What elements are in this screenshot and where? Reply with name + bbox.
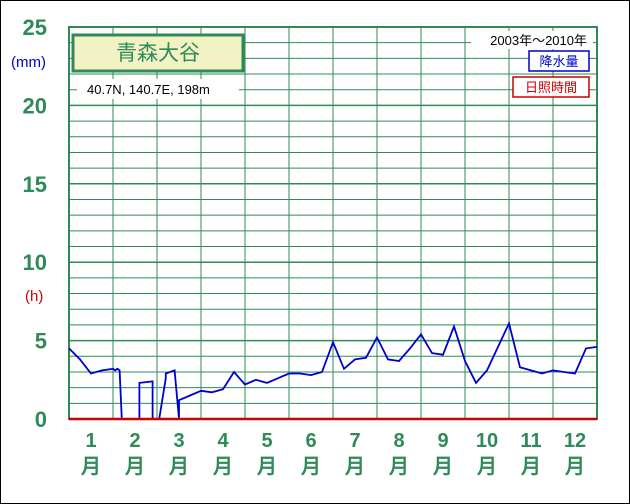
legend-precip-box xyxy=(528,50,590,72)
legend-sun-box xyxy=(512,76,590,98)
x-tick-suffix: 月 xyxy=(388,456,409,478)
title-box xyxy=(71,33,245,73)
x-tick-label: 9 xyxy=(437,430,448,452)
y-tick-labels: 0 5 10 15 20 25 xyxy=(23,15,47,432)
x-tick-suffix: 月 xyxy=(212,456,233,478)
y-tick-label: 10 xyxy=(23,250,47,275)
x-tick-label: 1 xyxy=(85,430,96,452)
series-line-precipitation xyxy=(68,320,598,420)
x-tick-label: 7 xyxy=(349,430,360,452)
x-tick-suffix: 月 xyxy=(432,456,453,478)
x-tick-label: 8 xyxy=(393,430,404,452)
legend-precip-label: 降水量 xyxy=(539,55,578,70)
x-tick-suffix: 月 xyxy=(80,456,101,478)
x-tick-suffix: 月 xyxy=(256,456,277,478)
grid-layer xyxy=(68,26,598,420)
period-text: 2003年〜2010年 xyxy=(490,33,587,48)
x-tick-suffix: 月 xyxy=(476,456,497,478)
x-tick-label: 11 xyxy=(520,430,541,452)
x-tick-suffix: 月 xyxy=(564,456,585,478)
x-tick-suffix: 月 xyxy=(344,456,365,478)
x-tick-label: 6 xyxy=(305,430,316,452)
x-tick-label: 12 xyxy=(564,430,586,452)
y-tick-label: 0 xyxy=(35,407,47,432)
x-tick-suffix: 月 xyxy=(124,456,145,478)
location-text: 40.7N, 140.7E, 198m xyxy=(87,82,210,97)
x-tick-label: 10 xyxy=(476,430,498,452)
legend-sun-label: 日照時間 xyxy=(525,81,577,96)
x-tick-label: 2 xyxy=(129,430,140,452)
series-layer xyxy=(68,320,598,421)
x-tick-label: 3 xyxy=(173,430,184,452)
x-tick-suffix: 月 xyxy=(300,456,321,478)
x-tick-label: 5 xyxy=(261,430,272,452)
x-tick-label: 4 xyxy=(217,430,229,452)
y-tick-label: 15 xyxy=(23,172,47,197)
chart-title: 青森大谷 xyxy=(116,41,200,65)
location-box xyxy=(77,79,239,99)
y-unit-right: (h) xyxy=(25,288,43,305)
y-tick-label: 25 xyxy=(23,15,47,40)
period-box xyxy=(471,31,593,49)
y-tick-label: 5 xyxy=(35,329,47,354)
x-tick-suffix: 月 xyxy=(168,456,189,478)
y-tick-label: 20 xyxy=(23,93,47,118)
y-unit-left: (mm) xyxy=(11,54,46,71)
x-tick-suffix: 月 xyxy=(520,456,541,478)
x-tick-labels: 1 月 2 月 3 月 4 月 5 月 6 月 7 月 8 月 9 月 10 月 11 月 12 月 xyxy=(80,430,586,478)
